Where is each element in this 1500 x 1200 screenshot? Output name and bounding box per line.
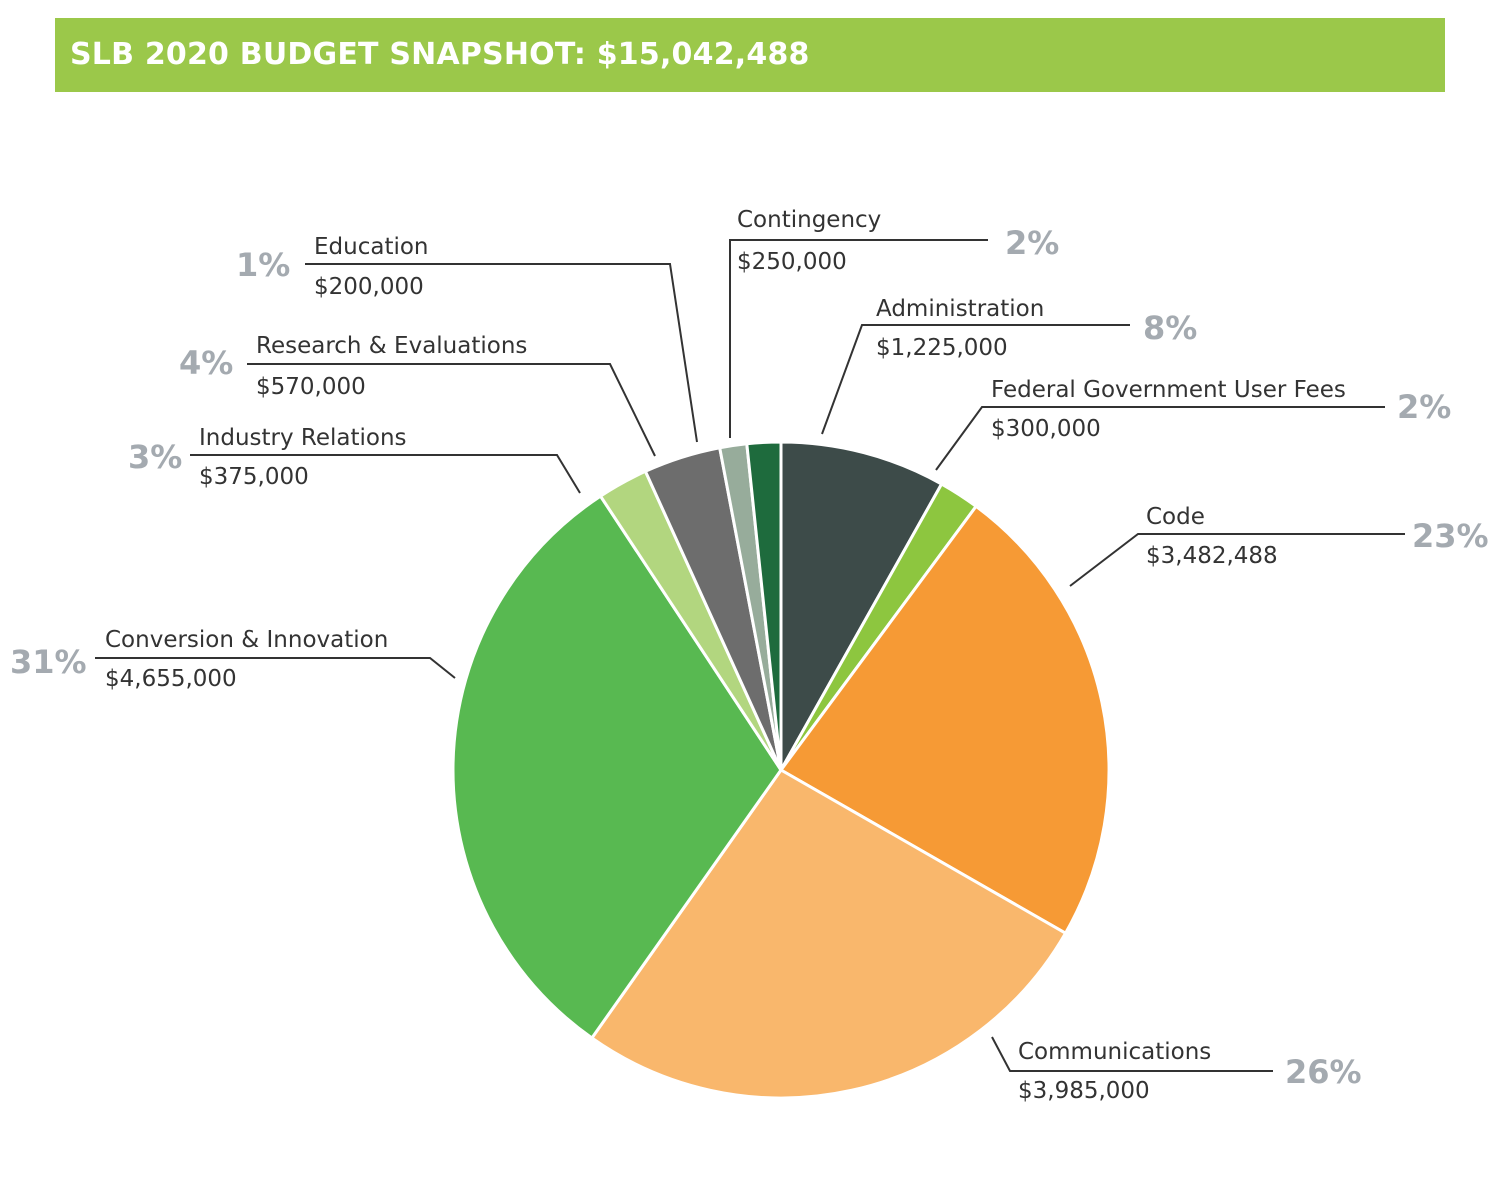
pie-slices [451, 440, 1111, 1100]
label-research: Research & Evaluations [256, 333, 527, 359]
label-industry: Industry Relations [199, 425, 407, 451]
label-administration: Administration [876, 296, 1044, 322]
pie-slice-conversion-innovation [451, 494, 783, 1040]
leader-communications [991, 1036, 1273, 1072]
label-code: Code [1146, 504, 1205, 530]
pie-slice-administration [779, 440, 944, 772]
amount-industry: $375,000 [199, 464, 309, 490]
leader-contingency [729, 239, 988, 438]
label-conversion: Conversion & Innovation [105, 627, 388, 653]
label-contingency: Contingency [737, 207, 881, 233]
leader-lines [95, 239, 1405, 1072]
leader-conversion [95, 657, 456, 679]
amount-education: $200,000 [314, 274, 424, 300]
label-federal-fees: Federal Government User Fees [991, 377, 1346, 403]
pct-industry: 3% [128, 438, 182, 476]
amount-conversion: $4,655,000 [105, 666, 237, 692]
amount-administration: $1,225,000 [876, 335, 1008, 361]
pct-communications: 26% [1285, 1053, 1362, 1091]
pct-education: 1% [236, 246, 290, 284]
leader-education [305, 263, 698, 443]
amount-federal-fees: $300,000 [991, 416, 1101, 442]
label-communications: Communications [1018, 1039, 1211, 1065]
amount-research: $570,000 [256, 374, 366, 400]
chart-title: SLB 2020 BUDGET SNAPSHOT: $15,042,488 [70, 37, 810, 72]
pie-slice-code [779, 504, 1111, 935]
label-education: Education [314, 234, 429, 260]
leader-industry [190, 454, 581, 494]
leader-research [247, 363, 656, 457]
title-banner: SLB 2020 BUDGET SNAPSHOT: $15,042,488 [55, 18, 1445, 92]
pie-slice-communications [590, 768, 1068, 1100]
leader-federal-fees [935, 406, 1385, 471]
amount-contingency: $250,000 [737, 249, 847, 275]
pct-administration: 8% [1143, 309, 1197, 347]
leader-administration [821, 324, 1130, 435]
amount-code: $3,482,488 [1146, 543, 1278, 569]
leader-code [1069, 533, 1405, 587]
pct-code: 23% [1412, 517, 1489, 555]
slice-labels: 1% Education $200,000 4% Research & Eval… [10, 207, 1489, 1104]
pct-federal-fees: 2% [1397, 388, 1451, 426]
pct-conversion: 31% [10, 643, 87, 681]
pct-research: 4% [179, 344, 233, 382]
amount-communications: $3,985,000 [1018, 1078, 1150, 1104]
pie-slice-contingency [745, 440, 783, 772]
pct-contingency: 2% [1005, 224, 1059, 262]
